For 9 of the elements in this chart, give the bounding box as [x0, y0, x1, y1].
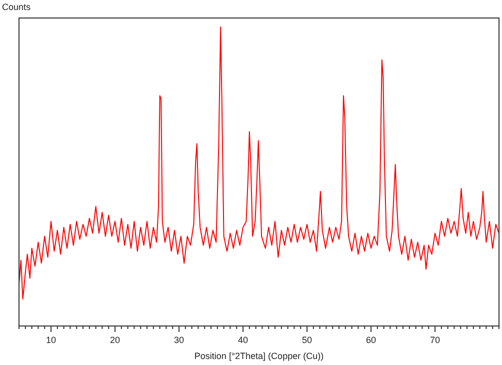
y-axis-title: Counts [2, 2, 32, 12]
x-axis-title: Position [°2Theta] (Copper (Cu)) [194, 351, 324, 361]
x-tick-label: 40 [238, 335, 248, 345]
x-tick-label: 30 [174, 335, 184, 345]
x-tick-label: 20 [110, 335, 120, 345]
x-tick-label: 10 [46, 335, 56, 345]
x-tick-label: 60 [366, 335, 376, 345]
x-tick-label: 50 [302, 335, 312, 345]
x-tick-label: 70 [430, 335, 440, 345]
